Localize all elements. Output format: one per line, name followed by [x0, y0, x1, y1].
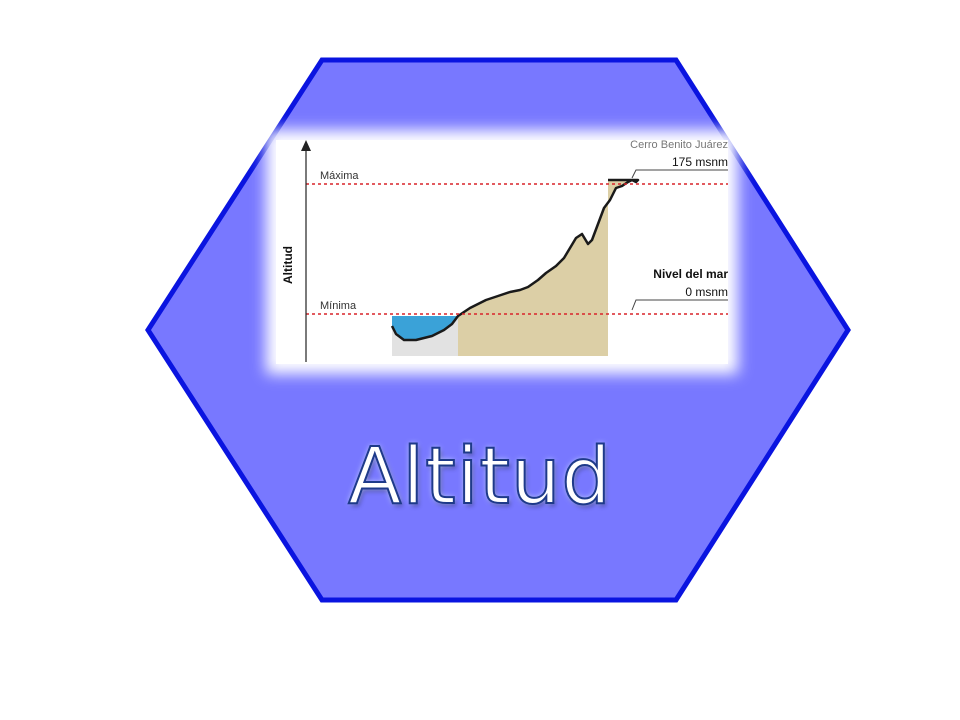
profile-outline — [390, 178, 640, 342]
sea-level-label: Nivel del mar — [653, 267, 728, 281]
peak-altitude-label: 175 msnm — [672, 155, 728, 169]
axis-label: Altitud — [281, 246, 295, 284]
sea-callout-line — [631, 299, 728, 311]
sea-altitude-label: 0 msnm — [685, 285, 728, 299]
sea-water — [392, 316, 458, 340]
page-title: Altitud — [347, 431, 612, 523]
min-label: Mínima — [320, 300, 357, 312]
peak-callout-line — [631, 169, 728, 179]
axis-arrow-icon — [301, 140, 311, 151]
altitude-diagram: Altitud Máxima Mínima Cerro Benito Juáre… — [276, 140, 728, 364]
max-label: Máxima — [320, 170, 359, 182]
peak-name-label: Cerro Benito Juárez — [630, 140, 728, 151]
terrain-profile — [458, 180, 638, 356]
